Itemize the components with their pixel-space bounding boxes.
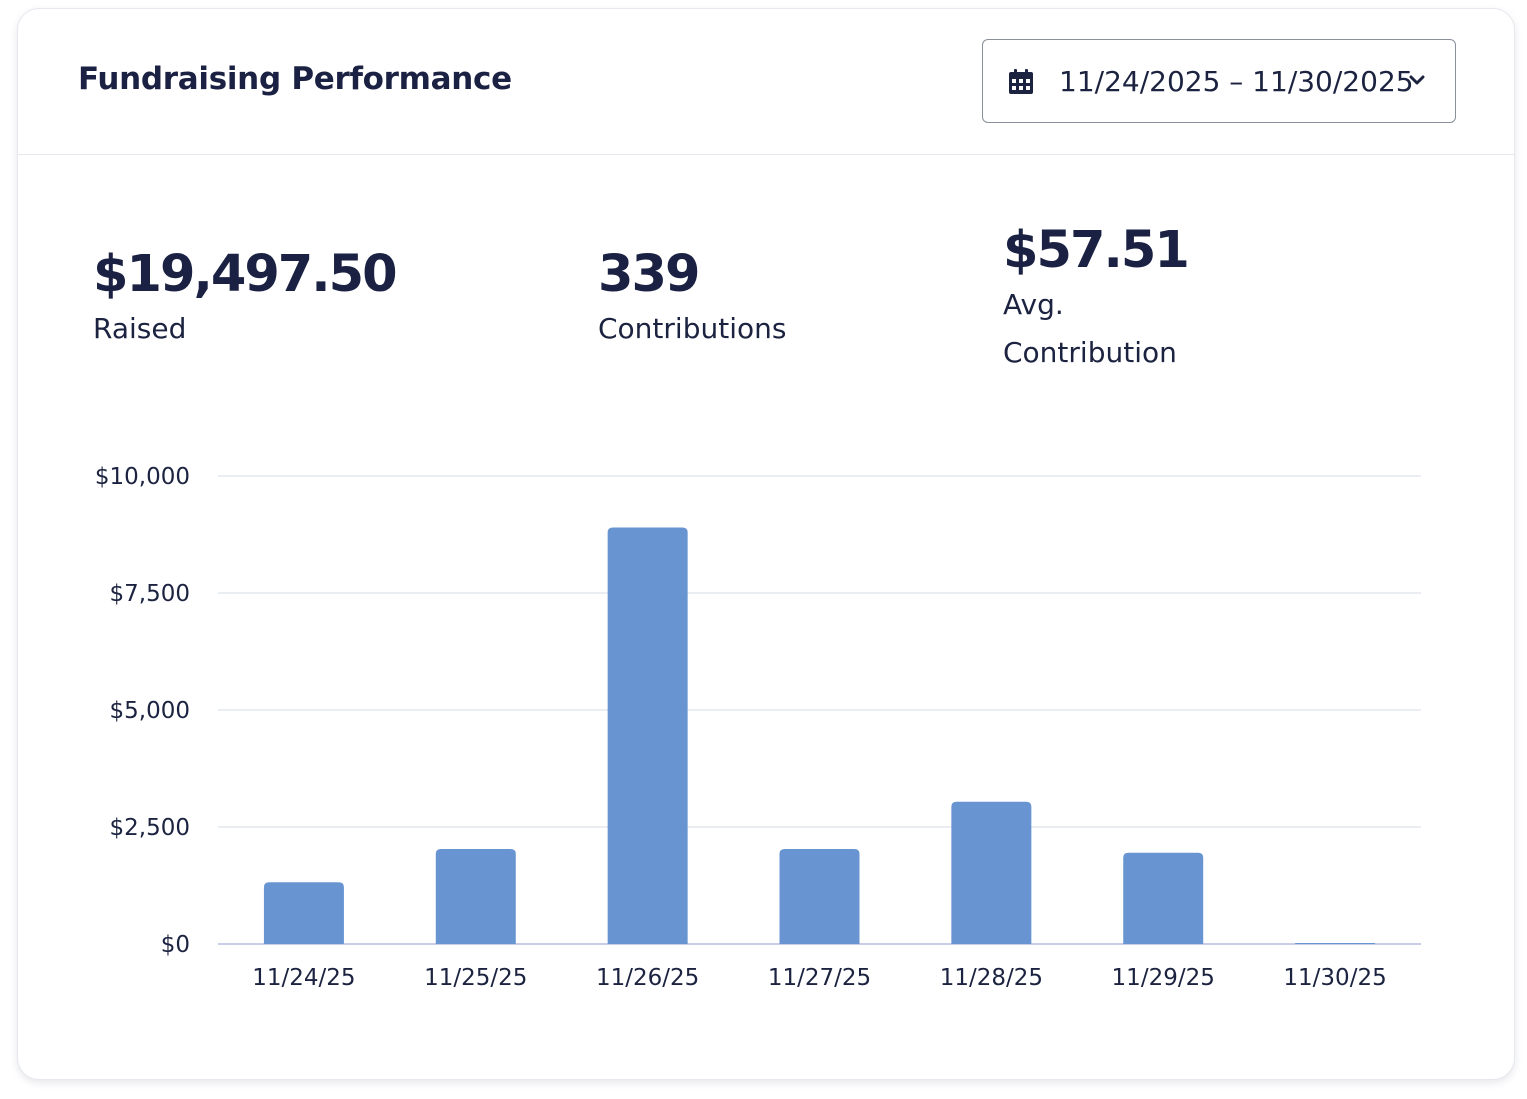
y-tick-label: $2,500 [110, 815, 190, 841]
stat-raised: $19,497.50 Raised [93, 245, 398, 353]
bar-11-28-25[interactable] [951, 801, 1032, 944]
contributions-label: Contributions [598, 312, 787, 345]
fundraising-performance-card: Fundraising Performance 11/24/2025 – 11/… [17, 8, 1515, 1080]
calendar-icon [1009, 69, 1033, 94]
bar-11-24-25[interactable] [263, 882, 344, 944]
y-tick-label: $7,500 [110, 581, 190, 607]
y-tick-label: $10,000 [95, 464, 190, 490]
x-tick-label: 11/30/25 [1283, 965, 1386, 991]
raised-value: $19,497.50 [93, 245, 398, 304]
date-range-picker[interactable]: 11/24/2025 – 11/30/2025 [982, 39, 1456, 123]
chevron-down-icon [1409, 75, 1425, 85]
contributions-value: 339 [598, 245, 700, 304]
y-tick-label: $5,000 [110, 698, 190, 724]
bar-11-26-25[interactable] [607, 527, 688, 944]
date-range-text: 11/24/2025 – 11/30/2025 [1059, 65, 1414, 98]
avg-contribution-value: $57.51 [1003, 221, 1190, 280]
avg-contribution-label-line2: Contribution [1003, 336, 1177, 369]
x-tick-label: 11/27/25 [768, 965, 871, 991]
bar-11-27-25[interactable] [779, 848, 860, 944]
x-tick-label: 11/29/25 [1112, 965, 1215, 991]
bar-11-30-25[interactable] [1295, 943, 1376, 944]
card-header: Fundraising Performance 11/24/2025 – 11/… [18, 9, 1514, 155]
x-tick-label: 11/24/25 [252, 965, 355, 991]
y-tick-label: $0 [161, 932, 190, 958]
x-tick-label: 11/25/25 [424, 965, 527, 991]
stat-avg-contribution: $57.51 Avg. Contribution [1003, 221, 1193, 377]
x-tick-label: 11/28/25 [940, 965, 1043, 991]
avg-contribution-label-line1: Avg. [1003, 288, 1064, 321]
stat-contributions: 339 Contributions [598, 245, 786, 353]
x-tick-label: 11/26/25 [596, 965, 699, 991]
page-title: Fundraising Performance [78, 61, 512, 97]
bar-11-29-25[interactable] [1123, 852, 1204, 944]
bar-11-25-25[interactable] [435, 848, 516, 944]
raised-label: Raised [93, 312, 187, 345]
daily-raised-bar-chart: $0 $2,500 $5,000 $7,500 $10,000 11/24/25 11/25… [95, 464, 1421, 991]
